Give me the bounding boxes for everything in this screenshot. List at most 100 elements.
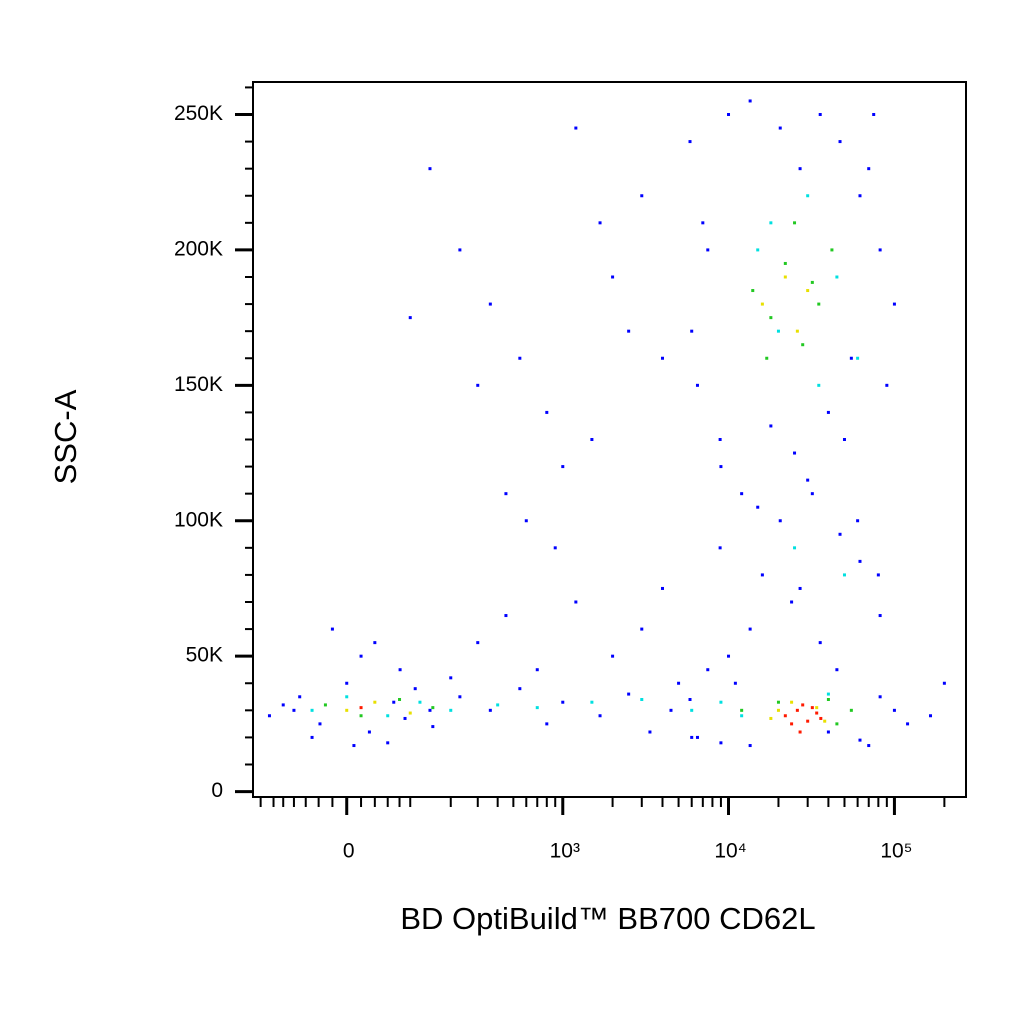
- x-tick-label: 10⁴: [714, 840, 746, 863]
- point: [598, 221, 602, 225]
- point: [719, 465, 723, 469]
- point: [298, 695, 302, 699]
- point: [878, 695, 882, 699]
- point: [545, 722, 549, 726]
- point: [677, 681, 681, 685]
- point: [281, 703, 285, 707]
- point: [872, 113, 876, 116]
- point: [842, 438, 846, 441]
- point: [740, 492, 744, 496]
- point: [373, 641, 377, 645]
- point: [598, 714, 602, 718]
- point: [408, 316, 412, 320]
- point: [476, 641, 480, 645]
- point: [367, 730, 371, 734]
- point: [818, 113, 822, 116]
- point: [806, 478, 810, 482]
- point: [810, 492, 814, 496]
- point: [878, 614, 882, 618]
- point: [627, 692, 631, 696]
- point: [553, 546, 557, 550]
- point: [727, 113, 731, 116]
- point: [760, 302, 764, 306]
- point: [756, 248, 760, 252]
- point: [574, 600, 578, 604]
- point: [408, 711, 412, 715]
- point: [906, 722, 910, 726]
- point: [352, 744, 356, 748]
- point: [793, 221, 797, 225]
- point: [690, 735, 694, 739]
- point: [535, 668, 539, 672]
- point: [695, 383, 699, 387]
- point: [818, 641, 822, 645]
- point: [323, 703, 327, 707]
- point: [690, 329, 694, 333]
- point: [858, 559, 862, 563]
- point: [590, 700, 594, 704]
- point: [648, 730, 652, 734]
- point: [660, 356, 664, 360]
- point: [449, 676, 453, 680]
- point: [769, 221, 773, 225]
- point: [878, 248, 882, 252]
- point: [856, 356, 860, 360]
- point: [892, 302, 896, 306]
- point: [769, 716, 773, 720]
- point: [561, 700, 565, 704]
- point: [790, 600, 794, 604]
- points: [267, 99, 946, 748]
- point: [769, 316, 773, 320]
- point: [826, 410, 830, 414]
- point: [776, 708, 780, 712]
- point: [929, 714, 933, 718]
- point: [359, 714, 363, 718]
- point: [815, 706, 819, 710]
- point: [701, 221, 705, 225]
- point: [458, 248, 462, 252]
- point: [760, 573, 764, 577]
- point: [688, 140, 692, 144]
- point: [359, 654, 363, 658]
- point: [359, 706, 363, 710]
- point: [267, 714, 271, 718]
- plot-frame: [252, 81, 967, 798]
- point: [574, 126, 578, 130]
- point: [856, 519, 860, 523]
- point: [830, 248, 834, 252]
- point: [823, 719, 827, 723]
- point: [718, 438, 722, 441]
- point: [819, 716, 823, 720]
- point: [640, 194, 644, 198]
- point: [386, 714, 390, 718]
- point: [719, 741, 723, 745]
- x-tick-label: 10⁵: [880, 840, 912, 863]
- point: [795, 329, 799, 333]
- point: [345, 708, 349, 712]
- y-axis-title: SSC-A: [48, 389, 83, 484]
- point: [793, 451, 797, 455]
- point: [706, 248, 710, 252]
- point: [778, 519, 782, 523]
- point: [740, 708, 744, 712]
- point: [535, 706, 539, 710]
- point: [318, 722, 322, 726]
- point: [740, 714, 744, 718]
- point: [413, 687, 417, 691]
- point: [885, 383, 889, 387]
- point: [756, 505, 760, 509]
- point: [748, 744, 752, 748]
- point: [776, 329, 780, 333]
- point: [403, 716, 407, 720]
- point: [611, 275, 615, 279]
- point: [892, 708, 896, 712]
- point: [876, 573, 880, 577]
- point: [765, 356, 769, 360]
- x-tick-label: 10³: [550, 840, 580, 863]
- point: [849, 356, 853, 360]
- point: [826, 730, 830, 734]
- point: [504, 492, 508, 496]
- point: [392, 700, 396, 704]
- point: [718, 546, 722, 550]
- point: [330, 627, 334, 631]
